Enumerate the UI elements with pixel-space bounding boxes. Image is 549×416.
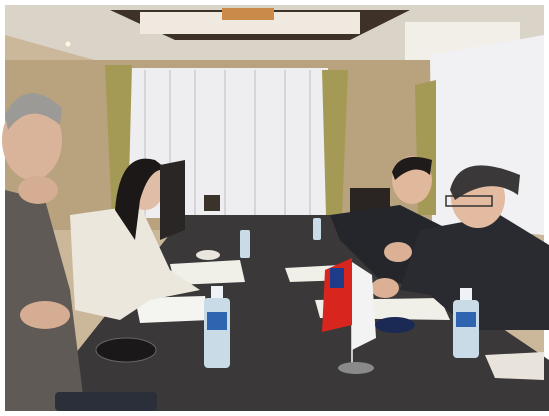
bottle-label: [207, 312, 227, 330]
hand: [18, 176, 58, 204]
bottle: [204, 298, 230, 368]
ceiling-lamp: [222, 8, 274, 20]
bottle-cap: [211, 286, 223, 298]
glasses: [445, 195, 493, 207]
cup: [196, 250, 220, 260]
ceiling-panel: [140, 12, 360, 34]
person-back: [160, 160, 185, 240]
person-left-suit: [5, 190, 85, 411]
downlight: [65, 41, 71, 47]
bottle: [240, 230, 250, 258]
hair: [450, 165, 520, 200]
flag-canton: [330, 268, 344, 288]
bottle: [313, 218, 321, 240]
plate: [485, 352, 544, 380]
person-woman-hair: [115, 158, 168, 240]
hand: [384, 242, 412, 262]
curtain-folds: [144, 70, 311, 218]
side-curtain: [322, 70, 348, 215]
flag-stand: [338, 362, 374, 374]
bottle: [453, 300, 479, 358]
hand: [371, 278, 399, 298]
hair: [392, 156, 432, 180]
person-far-right-suit: [400, 215, 549, 330]
person-left-hair: [5, 93, 62, 130]
flag: [322, 258, 352, 332]
flag: [352, 262, 376, 350]
bottle-cap: [460, 288, 472, 300]
dish: [95, 337, 157, 363]
hand: [20, 301, 70, 329]
paper: [135, 296, 210, 323]
phone: [55, 392, 157, 411]
paper: [170, 260, 245, 285]
frame: [204, 195, 220, 211]
cup: [375, 317, 415, 333]
person-woman-jacket: [70, 205, 200, 320]
bottle-label: [456, 312, 476, 327]
